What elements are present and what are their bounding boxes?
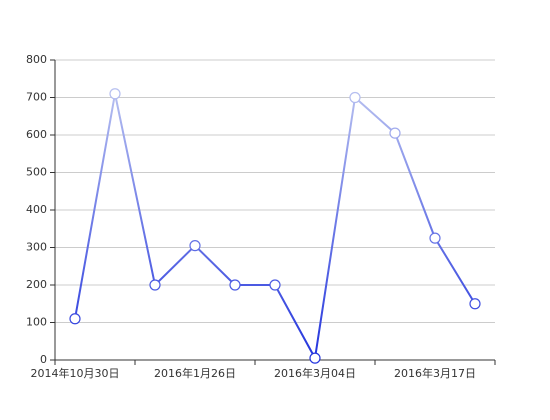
point (69, 313, 81, 325)
x-tick-label: 2014年10月30日 (31, 366, 120, 380)
y-tick-label: 0 (40, 353, 47, 366)
line (74, 93, 476, 362)
point (109, 88, 121, 100)
y-tick-label: 600 (26, 128, 47, 141)
y-tick-label: 100 (26, 316, 47, 329)
point (229, 279, 241, 291)
point (469, 298, 481, 310)
point (389, 127, 401, 139)
y-tick-label: 200 (26, 278, 47, 291)
point (189, 240, 201, 252)
x-tick-label: 2016年3月04日 (274, 366, 356, 380)
point (429, 232, 441, 244)
point (149, 279, 161, 291)
y-tick-label: 700 (26, 91, 47, 104)
y-tick-label: 300 (26, 241, 47, 254)
point (349, 91, 361, 104)
y-tick-label: 500 (26, 166, 47, 179)
point (269, 279, 281, 291)
point (309, 352, 321, 364)
x-tick-label: 2016年1月26日 (154, 366, 236, 380)
x-tick-label: 2016年3月17日 (394, 366, 476, 380)
y-tick-label: 800 (26, 53, 47, 66)
y-tick-label: 400 (26, 203, 47, 216)
